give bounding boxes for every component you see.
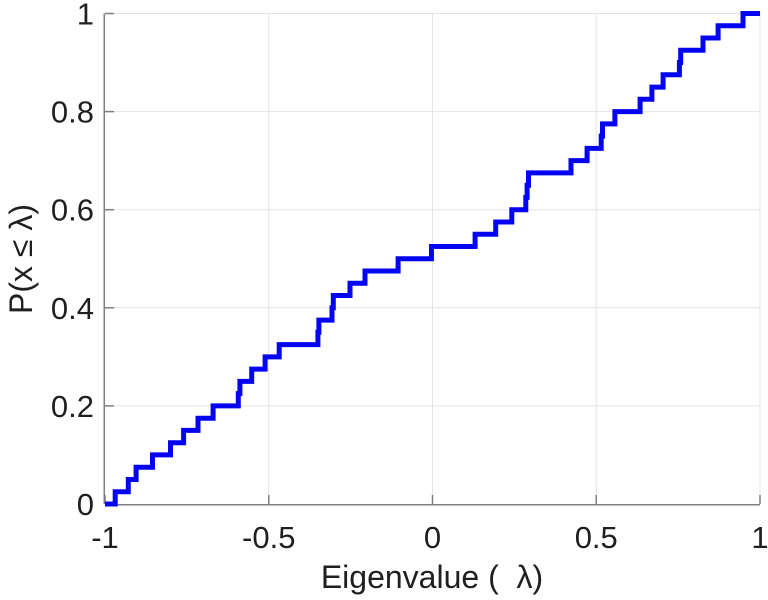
y-tick-label: 0.4 <box>51 291 94 326</box>
tick-labels-layer: -1 -0.5 0 0.5 1 0 0.2 0.4 0.6 0.8 1 <box>51 0 768 555</box>
y-tick-label: 0.8 <box>51 95 94 130</box>
x-axis-label: Eigenvalue ( λ) <box>321 559 543 595</box>
x-tick-label: -1 <box>91 520 119 555</box>
y-tick-label: 0.2 <box>51 389 94 424</box>
x-tick-label: 0.5 <box>575 520 618 555</box>
x-tick-label: -0.5 <box>242 520 295 555</box>
ecdf-curve <box>105 11 760 507</box>
y-tick-label: 1 <box>77 0 94 32</box>
y-axis-label: P(x ≤ λ) <box>3 204 39 314</box>
y-tick-label: 0.6 <box>51 193 94 228</box>
y-tick-label: 0 <box>77 487 94 522</box>
x-tick-label: 0 <box>424 520 441 555</box>
x-tick-label: 1 <box>751 520 768 555</box>
